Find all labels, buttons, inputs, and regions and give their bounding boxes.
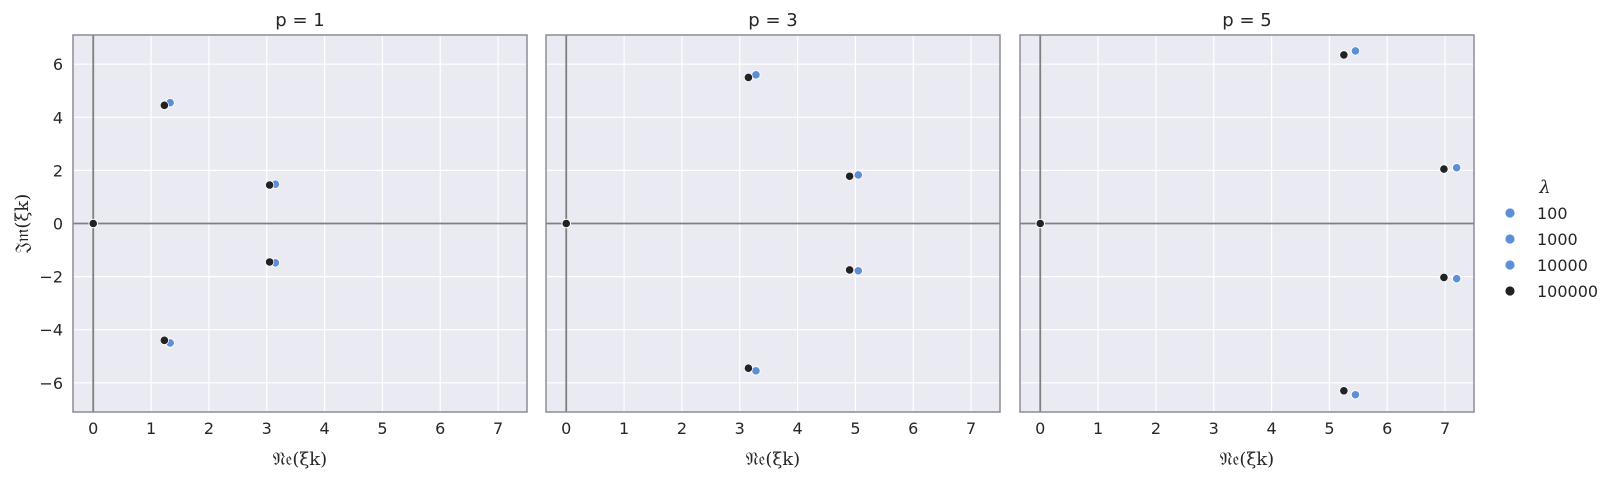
legend: λ 100 1000 10000 100000 [1504,177,1598,301]
panel-3: 0 1 2 3 4 5 6 7 p = 5 𝔑𝔢(ξk) [1019,10,1475,470]
point-100000-1 [743,72,754,83]
point-100000-1 [1339,50,1349,60]
x-tick-label: 6 [908,419,918,438]
x-tick-label: 3 [1209,419,1219,438]
x-tick-label: 5 [850,419,860,438]
x-axis-label: 𝔑𝔢(ξk) [746,449,800,470]
panel-1: 0 1 2 3 4 5 6 7 −6 −4 −2 0 2 4 6 p = 1 𝔑𝔢(ξk) 𝔍𝔪(ξk) [12,10,528,470]
x-tick-label: 1 [146,419,156,438]
legend-title: λ [1538,177,1550,198]
point-10000-1 [1350,46,1361,56]
y-tick-label: 4 [53,108,63,127]
x-tick-label: 3 [262,419,272,438]
y-tick-label: −6 [39,374,63,393]
x-tick-label: 2 [204,419,214,438]
legend-marker-100000 [1504,285,1516,297]
x-tick-label: 4 [319,419,329,438]
panel-title: p = 5 [1222,10,1271,31]
x-tick-label: 6 [1382,419,1392,438]
x-tick-label: 5 [377,419,387,438]
point-100000-0 [88,218,98,229]
point-100000-4 [159,335,169,345]
y-tick-label: −4 [39,321,63,340]
legend-marker-100 [1504,207,1516,219]
x-tick-label: 4 [792,419,802,438]
x-tick-label: 7 [1440,419,1450,438]
point-10000-3 [853,266,863,276]
plot-frame [545,34,1001,413]
panel-title: p = 1 [275,10,324,31]
x-tick-label: 1 [619,419,629,438]
point-100000-3 [265,257,275,267]
x-tick-label: 2 [677,419,687,438]
point-100000-2 [845,171,855,181]
x-tick-label: 7 [966,419,976,438]
x-tick-label: 0 [88,419,98,438]
y-axis-label: 𝔍𝔪(ξk) [12,194,33,254]
x-tick-label: 5 [1324,419,1334,438]
point-10000-2 [1452,163,1462,173]
point-100000-4 [1339,386,1349,396]
legend-marker-10000 [1504,259,1516,271]
panel-title: p = 3 [748,10,797,31]
y-tick-label: 0 [53,215,63,234]
x-tick-label: 0 [561,419,571,438]
x-tick-label: 6 [435,419,445,438]
x-tick-label: 7 [493,419,503,438]
x-tick-label: 4 [1266,419,1276,438]
legend-label-100000: 100000 [1537,282,1598,301]
legend-label-100: 100 [1537,204,1568,223]
x-tick-label: 1 [1093,419,1103,438]
x-axis-label: 𝔑𝔢(ξk) [273,449,327,470]
y-tick-label: 2 [53,161,63,180]
plot-frame [1019,34,1475,413]
legend-marker-1000 [1504,233,1516,245]
point-100000-2 [1439,164,1449,174]
y-tick-label: −2 [39,268,63,287]
x-axis-label: 𝔑𝔢(ξk) [1220,449,1274,470]
point-100000-0 [561,218,571,229]
x-tick-label: 3 [735,419,745,438]
point-10000-4 [1350,390,1361,400]
plot-frame [72,34,528,413]
point-100000-4 [743,363,754,373]
legend-label-10000: 10000 [1537,256,1588,275]
point-100000-0 [1035,218,1045,229]
legend-label-1000: 1000 [1537,230,1578,249]
y-tick-label: 6 [53,55,63,74]
x-tick-label: 2 [1151,419,1161,438]
point-100000-2 [265,180,275,190]
x-tick-label: 0 [1035,419,1045,438]
point-100000-1 [159,100,169,110]
point-100000-3 [845,265,855,275]
point-10000-3 [1452,274,1462,284]
point-100000-3 [1439,272,1449,282]
point-10000-2 [853,170,863,180]
panel-2: 0 1 2 3 4 5 6 7 p = 3 𝔑𝔢(ξk) [545,10,1001,470]
